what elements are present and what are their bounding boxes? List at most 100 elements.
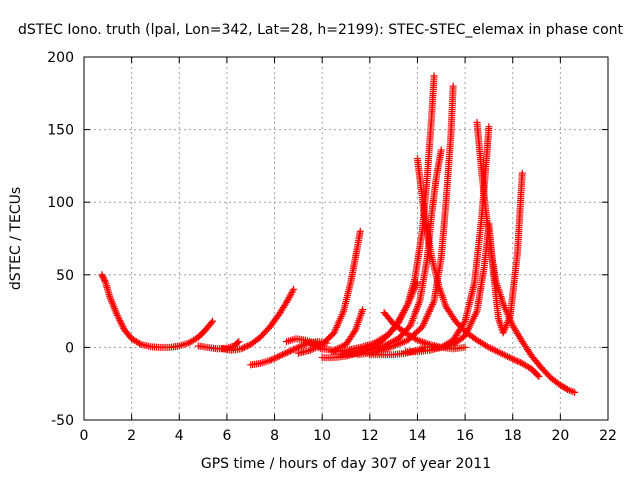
x-tick-label: 0 [80, 428, 89, 444]
data-points [98, 72, 579, 396]
data-point [242, 343, 250, 351]
data-point [493, 348, 501, 356]
x-tick-label: 20 [551, 428, 569, 444]
data-point [269, 355, 277, 363]
series-15 [413, 155, 543, 380]
series-11 [354, 82, 457, 359]
y-tick-label: 100 [47, 195, 74, 211]
series-1 [98, 271, 217, 351]
y-axis-label: dSTEC / TECUs [8, 187, 24, 290]
data-point [485, 123, 493, 131]
y-tick-label: 200 [47, 50, 74, 66]
data-point [136, 340, 144, 348]
data-point [397, 314, 405, 322]
data-point [209, 317, 217, 325]
data-point [510, 356, 518, 364]
data-point [275, 352, 283, 360]
data-point [485, 343, 493, 351]
data-point [239, 344, 247, 352]
data-point [291, 345, 299, 353]
data-point [207, 319, 215, 327]
data-point [507, 354, 515, 362]
data-point [502, 352, 510, 360]
data-point [277, 351, 285, 359]
data-point [518, 169, 526, 177]
data-point [293, 344, 301, 352]
x-tick-label: 8 [270, 428, 279, 444]
data-point [401, 305, 409, 313]
axis-ticks: 0 2 4 6 8 10 12 14 16 18 20 22 -50 0 50 100 150 200 [47, 50, 617, 444]
data-point [113, 311, 121, 319]
x-tick-label: 10 [313, 428, 331, 444]
data-point [306, 340, 314, 348]
chart-title: dSTEC Iono. truth (lpal, Lon=342, Lat=28… [18, 22, 624, 38]
data-point [244, 342, 252, 350]
data-point [571, 388, 579, 396]
x-tick-label: 22 [599, 428, 617, 444]
data-point [490, 346, 498, 354]
data-point [114, 313, 122, 321]
data-point [500, 351, 508, 359]
data-point [385, 344, 393, 352]
x-tick-label: 16 [456, 428, 474, 444]
data-point [290, 346, 298, 354]
data-point [316, 344, 324, 352]
x-tick-label: 2 [127, 428, 136, 444]
data-point [509, 355, 517, 363]
data-point [282, 349, 290, 357]
y-tick-label: -50 [51, 413, 74, 429]
x-tick-label: 12 [361, 428, 379, 444]
data-point [278, 351, 286, 359]
data-point [413, 336, 421, 344]
data-point [505, 353, 513, 361]
data-point [424, 340, 432, 348]
data-point [118, 321, 126, 329]
data-point [535, 372, 543, 380]
data-point [283, 348, 291, 356]
data-point [504, 353, 512, 361]
data-point [417, 337, 425, 345]
data-point [289, 287, 297, 295]
data-point [495, 348, 503, 356]
data-point [271, 354, 279, 362]
data-point [487, 344, 495, 352]
data-point [290, 285, 298, 293]
data-point [310, 342, 318, 350]
data-point [400, 308, 408, 316]
data-point [388, 343, 396, 351]
data-point [101, 277, 109, 285]
data-point [430, 72, 438, 80]
data-point [398, 312, 406, 320]
y-tick-label: 50 [56, 268, 74, 284]
data-point [562, 385, 570, 393]
series-6 [294, 227, 364, 357]
data-point [117, 320, 125, 328]
series-17 [473, 118, 579, 396]
data-point [449, 82, 457, 90]
data-point [517, 359, 525, 367]
data-point [461, 343, 469, 351]
y-tick-label: 150 [47, 123, 74, 139]
data-point [286, 347, 294, 355]
data-point [116, 316, 124, 324]
data-point [399, 310, 407, 318]
data-point [274, 353, 282, 361]
data-point [267, 356, 275, 364]
data-point [403, 302, 411, 310]
x-tick-label: 6 [222, 428, 231, 444]
data-point [460, 319, 468, 327]
data-point [356, 227, 364, 235]
x-tick-label: 4 [175, 428, 184, 444]
data-point [285, 348, 293, 356]
data-point [415, 337, 423, 345]
data-point [272, 354, 280, 362]
data-point [308, 341, 316, 349]
data-point [419, 338, 427, 346]
data-point [512, 356, 520, 364]
data-point [400, 307, 408, 315]
data-point [119, 323, 127, 331]
data-point [534, 371, 542, 379]
x-tick-label: 18 [504, 428, 522, 444]
data-point [235, 338, 243, 346]
